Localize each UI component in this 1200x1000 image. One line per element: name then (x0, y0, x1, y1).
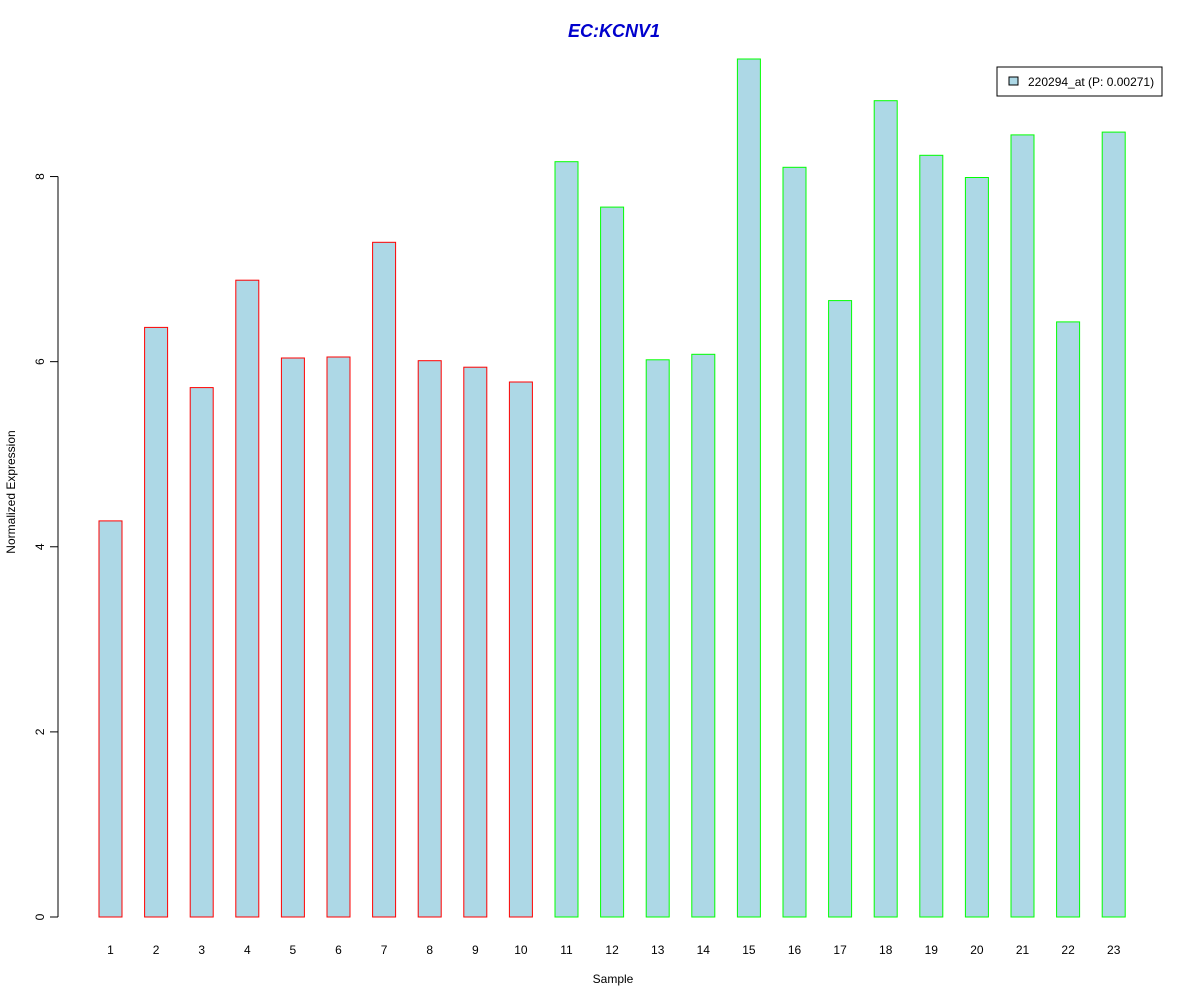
legend-box (996, 66, 1163, 97)
bar-sample-19 (919, 154, 944, 918)
x-tick-label: 17 (833, 943, 847, 957)
bar-sample-13 (645, 359, 670, 918)
x-tick-label: 9 (472, 943, 479, 957)
bar-sample-10 (508, 381, 533, 918)
bar-sample-1 (98, 520, 123, 918)
bar-sample-3 (189, 387, 214, 918)
x-tick-label: 1 (107, 943, 114, 957)
bars-group (98, 58, 1126, 918)
y-tick-label: 2 (33, 728, 47, 735)
y-axis: 0 2 4 6 8 (33, 173, 59, 920)
x-tick-label: 2 (153, 943, 160, 957)
legend-label: 220294_at (P: 0.00271) (1028, 75, 1154, 89)
y-tick-label: 0 (33, 913, 47, 920)
bar-sample-20 (964, 177, 989, 918)
chart-title: EC:KCNV1 (568, 21, 660, 41)
x-tick-label: 14 (697, 943, 711, 957)
bar-sample-11 (554, 161, 579, 918)
x-tick-label: 7 (381, 943, 388, 957)
x-tick-label: 11 (560, 943, 573, 957)
bar-sample-17 (828, 300, 853, 918)
bar-sample-12 (600, 206, 625, 918)
bar-sample-18 (873, 100, 898, 918)
x-tick-label: 15 (742, 943, 756, 957)
y-axis-title: Normalized Expression (4, 430, 18, 553)
x-tick-labels: 1 2 3 4 5 6 7 8 9 10 11 12 13 14 15 16 17 18 19 20 21 22 23 (107, 943, 1121, 957)
x-tick-label: 18 (879, 943, 893, 957)
legend: 220294_at (P: 0.00271) (996, 66, 1163, 97)
bar-sample-22 (1056, 321, 1081, 918)
bar-sample-16 (782, 166, 807, 918)
bar-sample-5 (280, 357, 305, 918)
x-tick-label: 16 (788, 943, 802, 957)
x-tick-label: 4 (244, 943, 251, 957)
bar-sample-21 (1010, 134, 1035, 918)
x-tick-label: 8 (426, 943, 433, 957)
x-axis-title: Sample (593, 972, 634, 986)
x-tick-label: 21 (1016, 943, 1030, 957)
bar-sample-23 (1101, 131, 1126, 918)
bar-sample-14 (691, 353, 716, 918)
bar-sample-15 (736, 58, 761, 918)
x-tick-label: 20 (970, 943, 984, 957)
bar-sample-7 (372, 241, 397, 918)
bar-sample-9 (463, 366, 488, 918)
bar-sample-4 (235, 279, 260, 918)
x-tick-label: 6 (335, 943, 342, 957)
legend-swatch (1008, 76, 1019, 86)
x-tick-label: 10 (514, 943, 528, 957)
x-tick-label: 3 (198, 943, 205, 957)
x-tick-label: 23 (1107, 943, 1121, 957)
x-tick-label: 19 (925, 943, 939, 957)
bar-sample-6 (326, 356, 351, 918)
y-tick-label: 4 (33, 543, 47, 550)
bar-sample-2 (144, 326, 169, 918)
x-tick-label: 12 (605, 943, 619, 957)
y-tick-label: 8 (33, 173, 47, 180)
y-tick-label: 6 (33, 358, 47, 365)
x-tick-label: 5 (290, 943, 297, 957)
x-tick-label: 13 (651, 943, 665, 957)
bar-sample-8 (417, 360, 442, 918)
x-tick-label: 22 (1061, 943, 1075, 957)
